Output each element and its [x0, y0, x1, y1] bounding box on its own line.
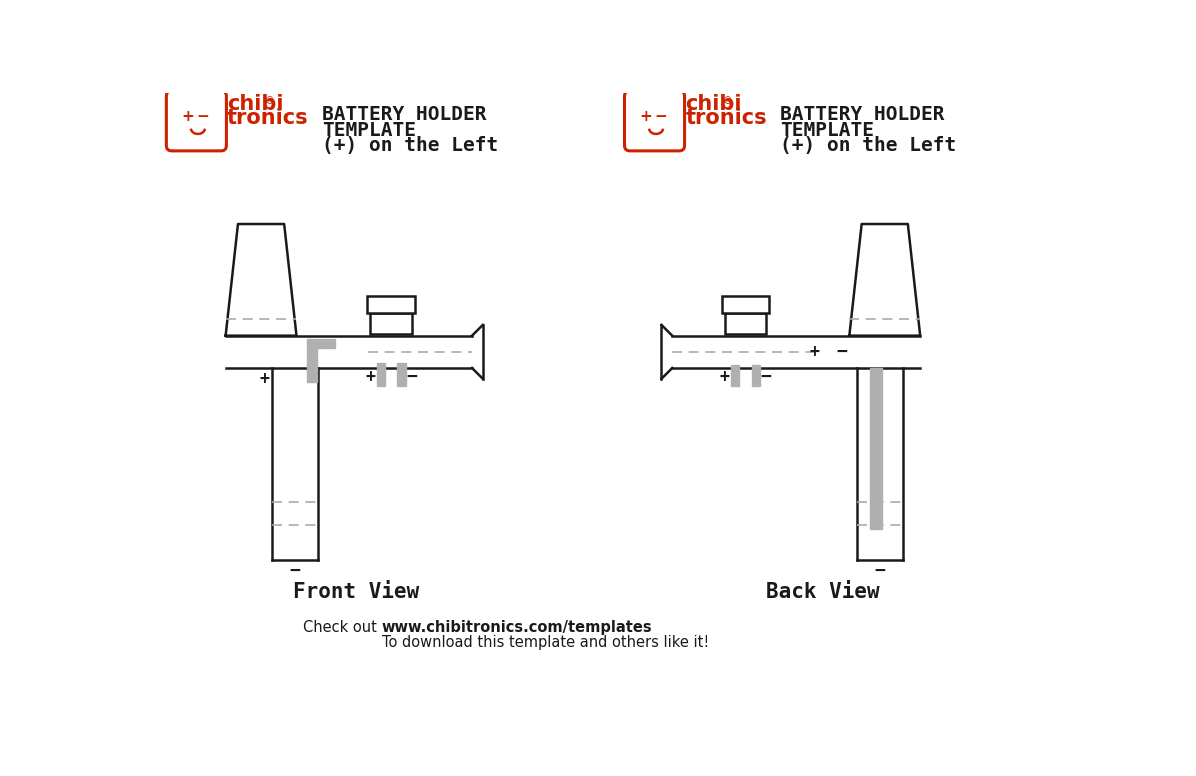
Text: tronics: tronics: [685, 108, 767, 128]
Bar: [871, 368, 883, 529]
Text: TEMPLATE: TEMPLATE: [780, 121, 874, 140]
Text: BATTERY HOLDER: BATTERY HOLDER: [322, 106, 487, 124]
Bar: [397, 363, 405, 386]
Text: chibi: chibi: [227, 94, 283, 114]
Text: tronics: tronics: [227, 108, 309, 128]
Text: +: +: [366, 369, 376, 386]
Text: −: −: [836, 343, 847, 361]
Text: www.chibitronics.com/templates: www.chibitronics.com/templates: [382, 620, 653, 635]
Text: ®: ®: [724, 96, 733, 106]
Text: Back View: Back View: [765, 582, 879, 602]
Text: ®: ®: [264, 96, 275, 106]
Text: −: −: [196, 109, 209, 124]
Text: −: −: [654, 109, 667, 124]
Text: BATTERY HOLDER: BATTERY HOLDER: [780, 106, 945, 124]
Bar: [371, 313, 411, 334]
Bar: [751, 365, 759, 386]
Text: −: −: [874, 562, 885, 580]
Text: To download this template and others like it!: To download this template and others lik…: [382, 636, 709, 650]
Text: chibi: chibi: [685, 94, 742, 114]
Bar: [731, 365, 739, 386]
Text: +: +: [260, 370, 269, 388]
Text: +: +: [720, 369, 730, 386]
Text: +: +: [810, 343, 819, 361]
Bar: [367, 296, 415, 313]
Text: −: −: [289, 562, 300, 580]
Bar: [721, 296, 769, 313]
Text: TEMPLATE: TEMPLATE: [322, 121, 416, 140]
Text: (+) on the Left: (+) on the Left: [322, 137, 499, 155]
Bar: [307, 348, 317, 382]
Bar: [307, 339, 335, 348]
Text: −: −: [407, 369, 417, 386]
Text: +: +: [182, 109, 194, 124]
Bar: [725, 313, 767, 334]
Bar: [377, 363, 385, 386]
Text: Front View: Front View: [293, 582, 420, 602]
Text: −: −: [761, 369, 771, 386]
Text: Check out: Check out: [304, 620, 382, 635]
Text: (+) on the Left: (+) on the Left: [780, 137, 957, 155]
Text: +: +: [640, 109, 653, 124]
